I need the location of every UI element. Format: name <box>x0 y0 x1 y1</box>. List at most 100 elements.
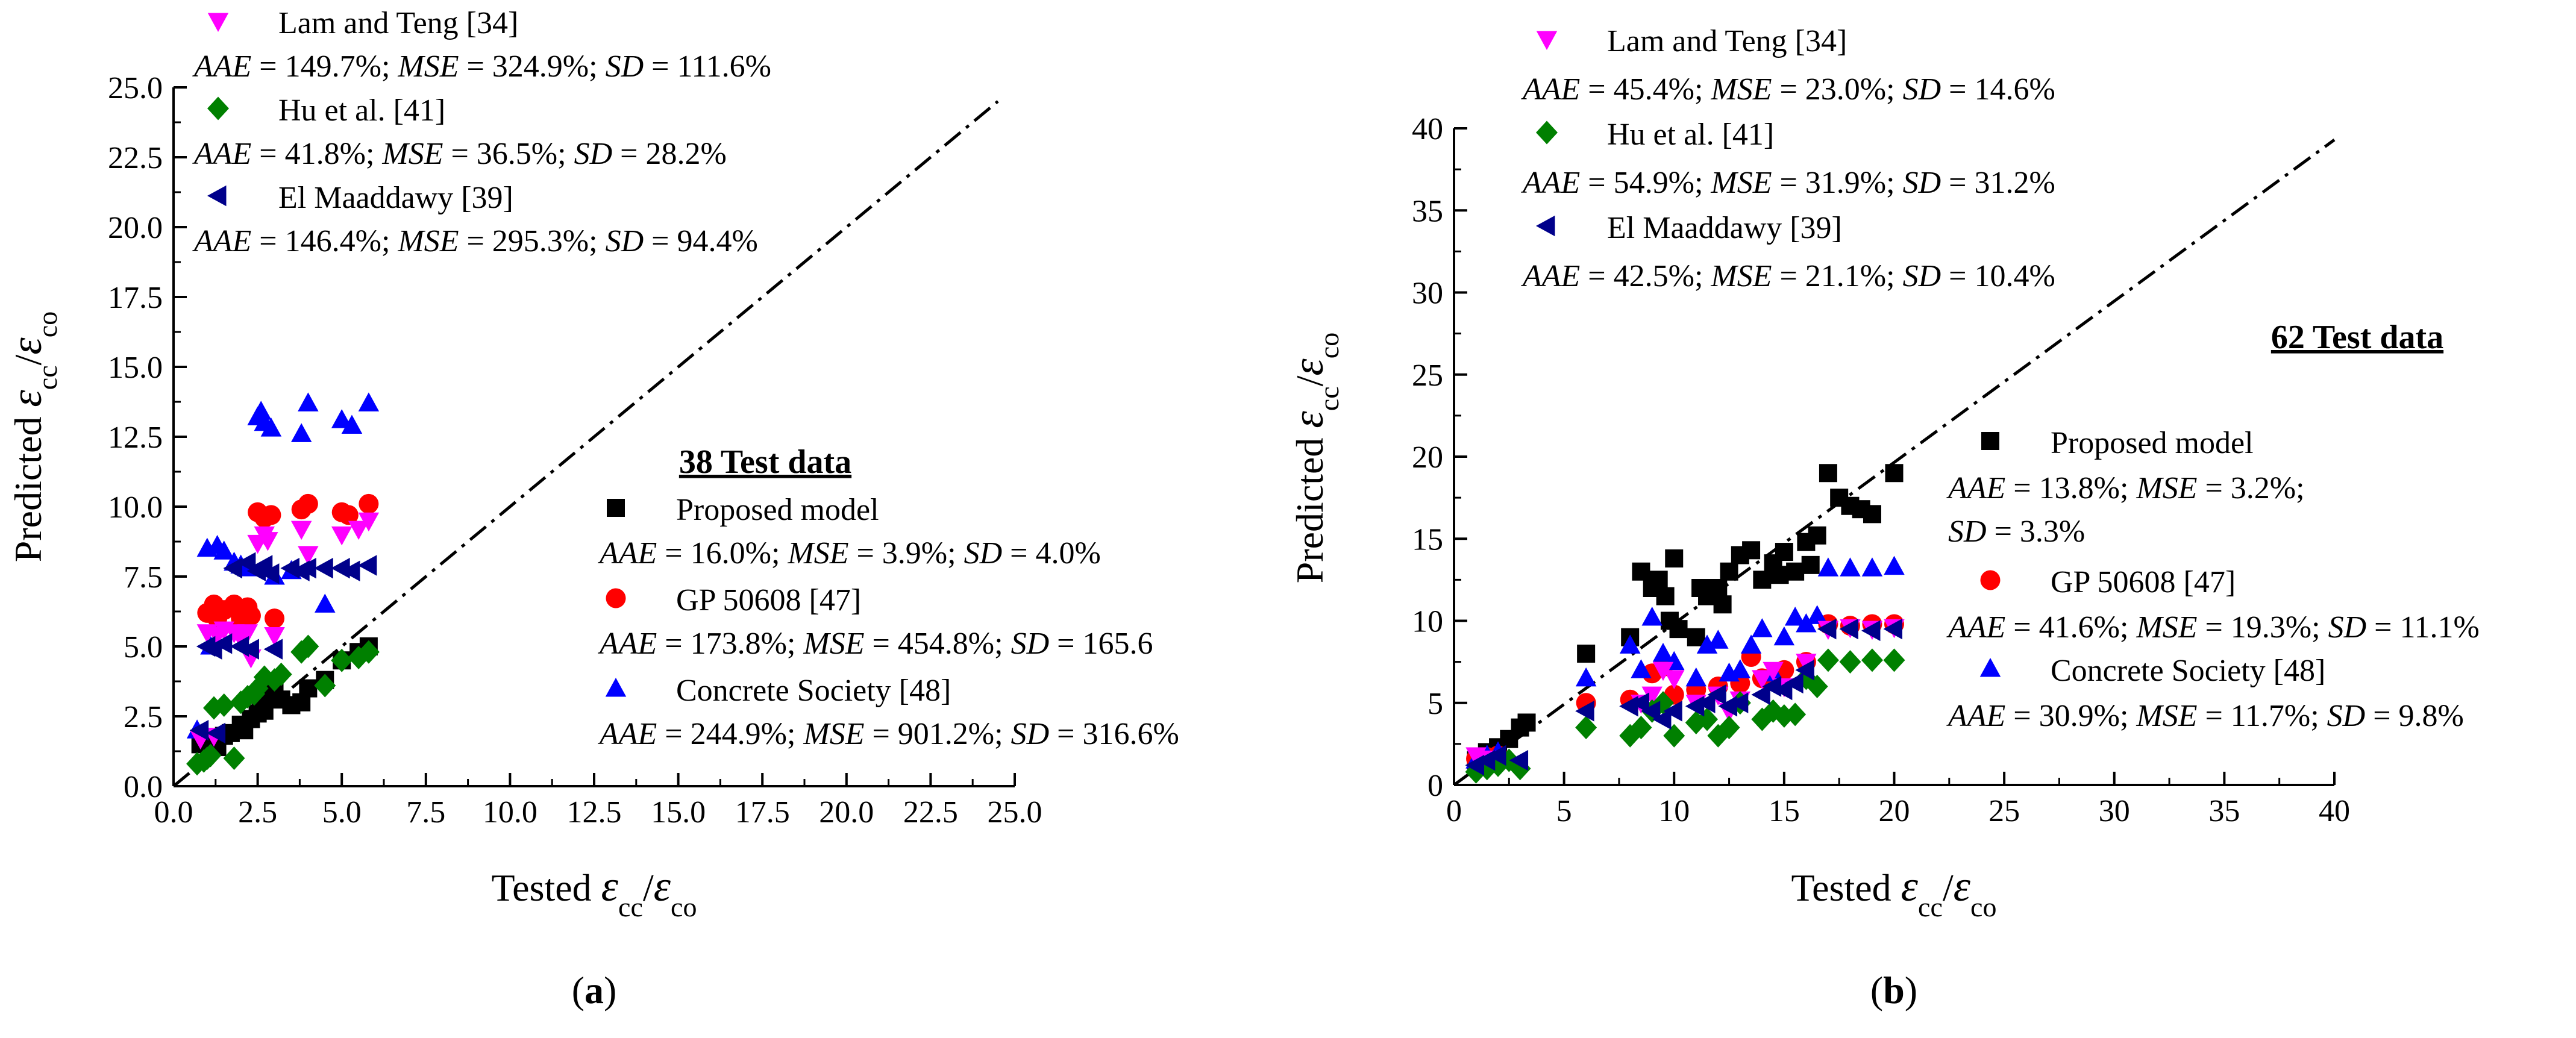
data-point <box>340 560 360 581</box>
panel-a: 0.0 2.5 5.0 7.5 10.0 12.5 15.0 17.5 20.0 22.5 25.0… <box>2 6 1179 1011</box>
series-2 <box>1465 555 1905 769</box>
data-point <box>255 701 274 720</box>
data-point <box>1632 562 1650 581</box>
y-tick-label: 10 <box>1412 605 1443 639</box>
x-tick-label: 12.5 <box>567 795 622 830</box>
data-point <box>1517 713 1536 732</box>
x-tick-label: 5 <box>1556 794 1572 828</box>
data-point <box>1863 505 1881 524</box>
data-point <box>213 693 235 717</box>
y-tick-label: 20 <box>1412 440 1443 475</box>
data-point <box>270 662 292 686</box>
x-tick-label: 5.0 <box>322 795 362 830</box>
data-point <box>1742 541 1761 560</box>
legend-label: Proposed model <box>676 493 879 527</box>
reference-line-y-equals-x <box>1453 139 2336 787</box>
data-point <box>1808 526 1826 545</box>
data-point <box>1707 684 1726 705</box>
data-point <box>290 521 312 540</box>
legend-label: El Maaddawy [39] <box>1607 211 1842 245</box>
legend-stats: AAE = 149.7%; MSE = 324.9%; SD = 111.6% <box>192 49 771 84</box>
data-point <box>1691 579 1710 597</box>
legend-marker <box>606 588 626 608</box>
legend-stats: AAE = 30.9%; MSE = 11.7%; SD = 9.8% <box>1946 699 2464 733</box>
legend-label: Hu et al. [41] <box>1607 117 1774 152</box>
x-tick-label: 35 <box>2208 794 2240 828</box>
data-point <box>1883 618 1902 640</box>
y-tick-label: 25 <box>1412 358 1443 393</box>
data-point <box>1775 543 1793 561</box>
data-point <box>331 648 353 672</box>
data-point <box>1641 607 1662 626</box>
data-point <box>1720 562 1738 581</box>
legend-marker <box>605 678 627 697</box>
panel-caption: (a) <box>572 969 617 1011</box>
data-point <box>1817 557 1839 577</box>
legend-label: GP 50608 [47] <box>676 583 861 617</box>
data-point <box>1685 667 1707 687</box>
data-point <box>348 521 369 540</box>
y-tick-label: 30 <box>1412 277 1443 311</box>
legend-stats: AAE = 173.8%; MSE = 454.8%; SD = 165.6 <box>598 627 1153 661</box>
legend-label: GP 50608 [47] <box>2051 565 2236 599</box>
data-point <box>1795 660 1814 681</box>
data-point <box>1861 620 1881 642</box>
data-point <box>298 392 319 411</box>
data-point <box>1807 605 1828 624</box>
x-tick-label: 2.5 <box>238 795 277 830</box>
panel-b: 0 5 10 15 20 25 30 35 40 0 5 10 15 20 25 30 35 40 Predicte… <box>1284 24 2480 1011</box>
data-point <box>1786 562 1805 581</box>
data-point <box>1687 628 1705 646</box>
panel-caption: (b) <box>1870 969 1917 1011</box>
legend-stats-sd: SD = 3.3% <box>1948 514 2085 549</box>
legend-label: Lam and Teng [34] <box>1607 24 1847 58</box>
series-3 <box>1465 619 1905 772</box>
data-point <box>260 417 282 437</box>
x-tick-label: 0 <box>1446 794 1462 828</box>
data-point <box>1663 724 1685 748</box>
data-point <box>1740 634 1762 654</box>
data-point <box>1806 675 1828 698</box>
y-tick-label: 5 <box>1427 687 1443 721</box>
x-tick-label: 17.5 <box>735 795 790 830</box>
data-point <box>240 639 259 660</box>
legend-marker <box>1536 120 1558 145</box>
x-tick-label: 7.5 <box>406 795 445 830</box>
x-tick-label: 40 <box>2319 794 2350 828</box>
data-point <box>1753 571 1772 589</box>
data-point <box>315 593 336 613</box>
series-1 <box>197 493 379 629</box>
data-point <box>260 563 280 584</box>
test-count-label: 62 Test data <box>2271 319 2443 356</box>
x-tick-label: 15.0 <box>651 795 706 830</box>
data-point <box>250 401 272 420</box>
y-tick-label: 12.5 <box>108 421 163 455</box>
data-point <box>1619 695 1638 717</box>
data-point <box>280 557 299 579</box>
series-5 <box>1465 618 1902 776</box>
data-point <box>298 493 318 514</box>
data-point <box>331 409 353 428</box>
y-tick-label: 15 <box>1412 522 1443 557</box>
data-point <box>1630 716 1652 740</box>
data-point <box>1729 692 1749 713</box>
data-point <box>338 505 359 525</box>
data-point <box>1762 676 1782 697</box>
legend-marker <box>1980 570 2001 590</box>
legend-marker <box>207 96 229 120</box>
data-point <box>1509 749 1529 771</box>
data-point <box>1641 686 1662 706</box>
x-tick-label: 10.0 <box>483 795 537 830</box>
legend-marker <box>207 13 229 32</box>
data-point <box>1784 672 1804 694</box>
data-point <box>1664 670 1685 689</box>
data-point <box>1817 618 1837 640</box>
data-point <box>1575 716 1597 740</box>
data-point <box>1839 618 1858 640</box>
legend-marker <box>1979 658 2001 677</box>
y-tick-label: 0.0 <box>124 770 163 804</box>
data-point <box>1861 648 1883 672</box>
y-tick-label: 0 <box>1427 769 1443 803</box>
legend-stats: AAE = 41.6%; MSE = 19.3%; SD = 11.1% <box>1946 610 2480 645</box>
